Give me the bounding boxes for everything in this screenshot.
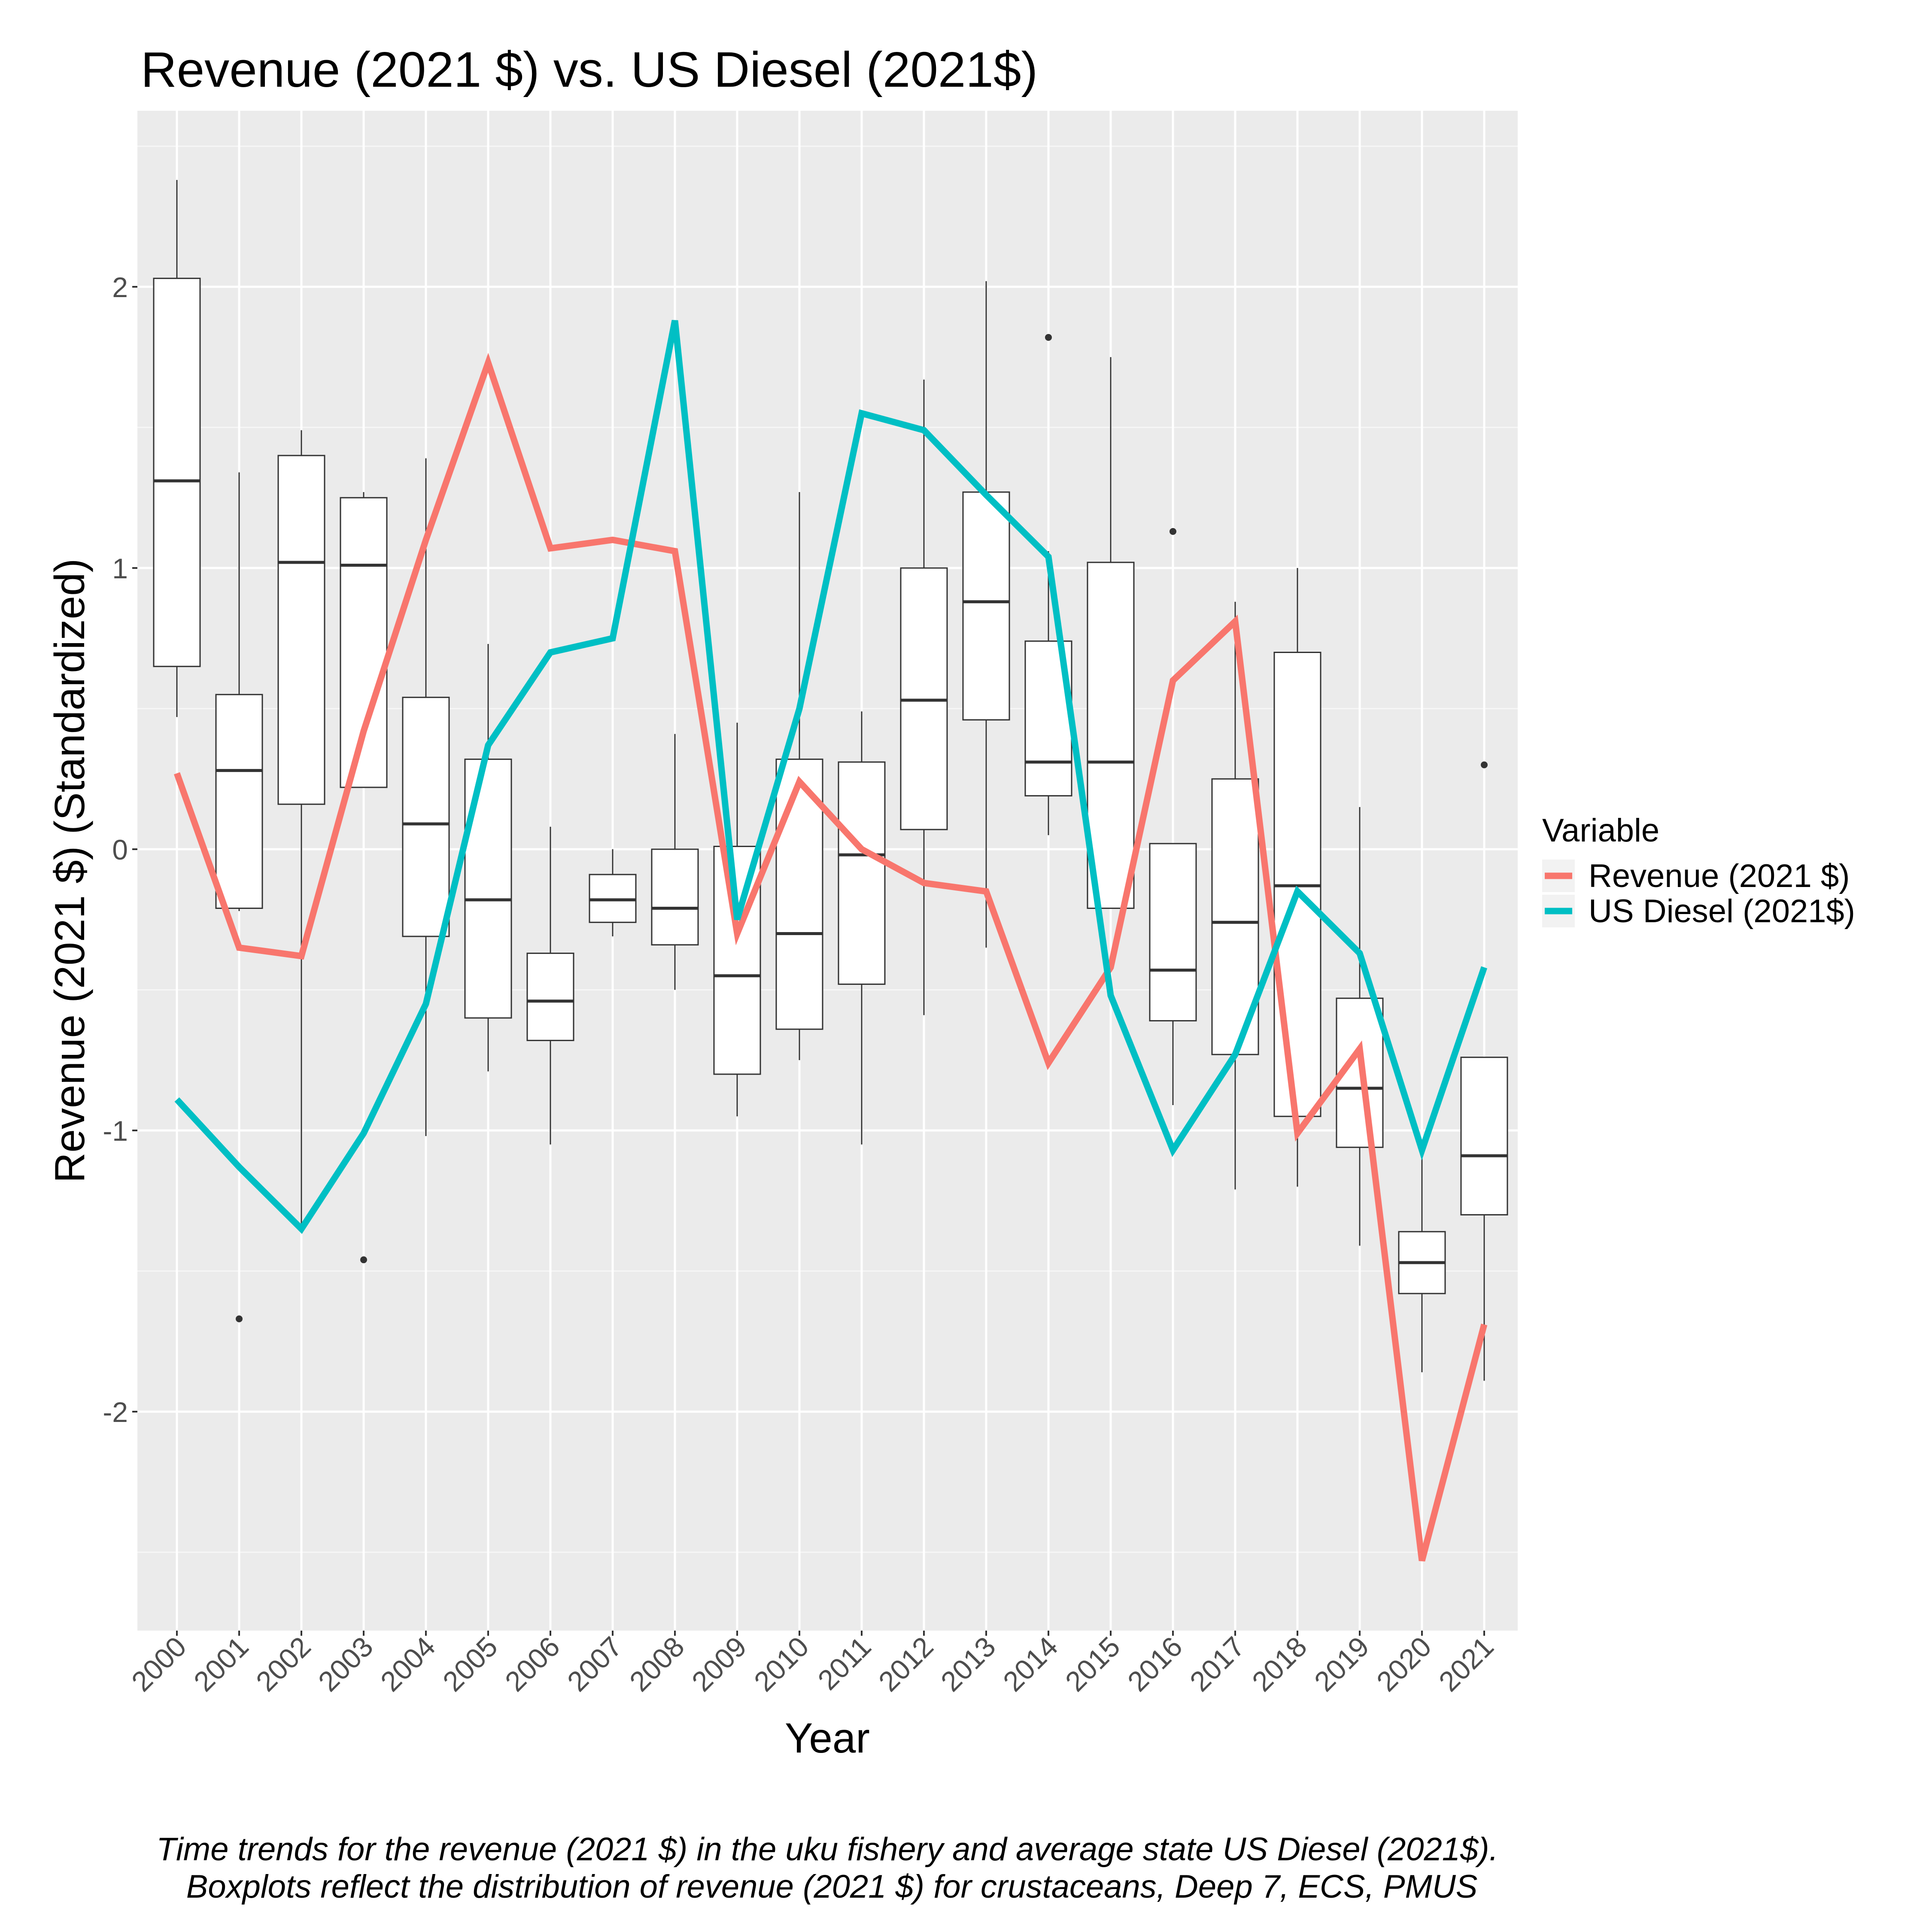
x-tick-label: 2018 xyxy=(1246,1631,1313,1698)
x-tick-label: 2006 xyxy=(499,1631,566,1698)
x-axis-label: Year xyxy=(785,1714,870,1762)
series-line-us-diesel-2021 xyxy=(174,320,1488,1234)
x-tick-label: 2013 xyxy=(935,1631,1002,1698)
box-iqr xyxy=(651,848,699,946)
y-tick-label: 2 xyxy=(112,271,128,303)
box-iqr xyxy=(1149,843,1197,1022)
y-tick-label: 1 xyxy=(112,553,128,584)
box-iqr xyxy=(277,455,325,805)
box-iqr xyxy=(402,696,450,937)
box-iqr xyxy=(215,694,263,909)
x-tick-label: 2016 xyxy=(1121,1631,1188,1698)
box-iqr xyxy=(526,952,574,1041)
legend-label: US Diesel (2021$) xyxy=(1589,893,1855,930)
y-tick-label: 0 xyxy=(112,834,128,866)
box-outlier xyxy=(236,1315,243,1322)
x-tick-label: 2015 xyxy=(1059,1631,1126,1698)
y-tick-label: -2 xyxy=(103,1396,128,1428)
x-tick-label: 2011 xyxy=(811,1631,877,1696)
legend-title: Variable xyxy=(1542,812,1659,849)
caption-line-2: Boxplots reflect the distribution of rev… xyxy=(177,1868,1478,1905)
box-iqr xyxy=(838,761,886,985)
caption-line-1: Time trends for the revenue (2021 $) in … xyxy=(156,1831,1498,1868)
x-tick-label: 2002 xyxy=(250,1631,317,1698)
box-outlier xyxy=(1045,334,1052,341)
x-tick-label: 2019 xyxy=(1308,1631,1375,1698)
x-tick-label: 2017 xyxy=(1184,1631,1251,1698)
x-tick-label: 2003 xyxy=(312,1631,379,1698)
series-lines xyxy=(173,320,1488,1562)
x-tick-label: 2001 xyxy=(188,1631,255,1698)
x-tick-label: 2004 xyxy=(374,1631,441,1698)
box-iqr xyxy=(775,758,823,1030)
box-outlier xyxy=(1481,761,1488,769)
x-tick-label: 2010 xyxy=(748,1631,815,1698)
box-iqr xyxy=(340,497,388,788)
x-tick-label: 2012 xyxy=(872,1631,939,1698)
x-tick-label: 2000 xyxy=(125,1631,192,1698)
x-tick-label: 2014 xyxy=(997,1631,1064,1698)
box-outlier xyxy=(1170,528,1176,535)
x-tick-label: 2021 xyxy=(1433,1631,1500,1698)
series-line-revenue-2021 xyxy=(173,352,1488,1562)
box-iqr xyxy=(464,758,512,1019)
x-tick-label: 2007 xyxy=(561,1631,628,1698)
x-tick-label: 2005 xyxy=(437,1631,504,1698)
x-tick-label: 2009 xyxy=(686,1631,753,1698)
y-axis-label: Revenue (2021 $) (Standardized) xyxy=(46,559,93,1183)
x-tick-label: 2020 xyxy=(1370,1631,1437,1698)
chart-title: Revenue (2021 $) vs. US Diesel (2021$) xyxy=(141,42,1038,97)
y-tick-label: -1 xyxy=(103,1115,128,1147)
box-iqr xyxy=(1460,1057,1508,1215)
legend-label: Revenue (2021 $) xyxy=(1589,858,1850,894)
box-iqr xyxy=(962,491,1010,721)
box-outlier xyxy=(360,1256,367,1264)
legend: Variable Revenue (2021 $)US Diesel (2021… xyxy=(1542,812,1855,930)
box-iqr xyxy=(713,845,761,1075)
box-iqr xyxy=(153,277,201,667)
box-iqr xyxy=(1087,562,1135,909)
x-tick-label: 2008 xyxy=(623,1631,690,1698)
